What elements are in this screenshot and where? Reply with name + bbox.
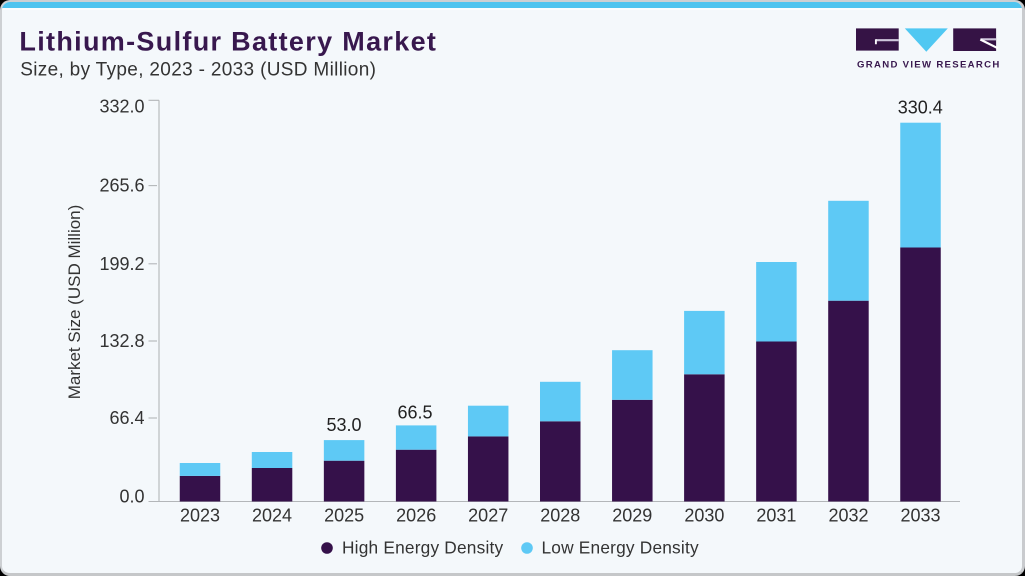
svg-text:265.6: 265.6 — [99, 176, 144, 196]
svg-text:2032: 2032 — [828, 506, 868, 526]
svg-text:2031: 2031 — [756, 506, 796, 526]
svg-text:2033: 2033 — [900, 506, 940, 526]
svg-text:Lithium-Sulfur Battery Market: Lithium-Sulfur Battery Market — [19, 26, 437, 56]
svg-text:2024: 2024 — [252, 506, 292, 526]
svg-text:330.4: 330.4 — [898, 98, 943, 118]
svg-text:0.0: 0.0 — [119, 486, 144, 506]
svg-text:Size, by Type, 2023 - 2033 (US: Size, by Type, 2023 - 2033 (USD Million) — [20, 60, 376, 81]
svg-text:332.0: 332.0 — [99, 96, 144, 116]
svg-text:Low Energy Density: Low Energy Density — [542, 538, 699, 558]
svg-text:2023: 2023 — [180, 506, 220, 526]
svg-text:2025: 2025 — [324, 506, 364, 526]
svg-text:2027: 2027 — [468, 506, 508, 526]
svg-text:2030: 2030 — [684, 506, 724, 526]
svg-text:66.5: 66.5 — [397, 402, 432, 422]
svg-text:2026: 2026 — [396, 506, 436, 526]
svg-text:2029: 2029 — [612, 506, 652, 526]
svg-text:132.8: 132.8 — [99, 331, 144, 351]
svg-text:199.2: 199.2 — [99, 254, 144, 274]
svg-text:GRAND VIEW RESEARCH: GRAND VIEW RESEARCH — [857, 59, 1001, 70]
svg-text:2028: 2028 — [540, 506, 580, 526]
svg-text:Market Size (USD Million): Market Size (USD Million) — [65, 205, 84, 400]
svg-text:53.0: 53.0 — [326, 415, 361, 435]
svg-text:66.4: 66.4 — [109, 408, 144, 428]
svg-text:High Energy Density: High Energy Density — [342, 538, 503, 558]
